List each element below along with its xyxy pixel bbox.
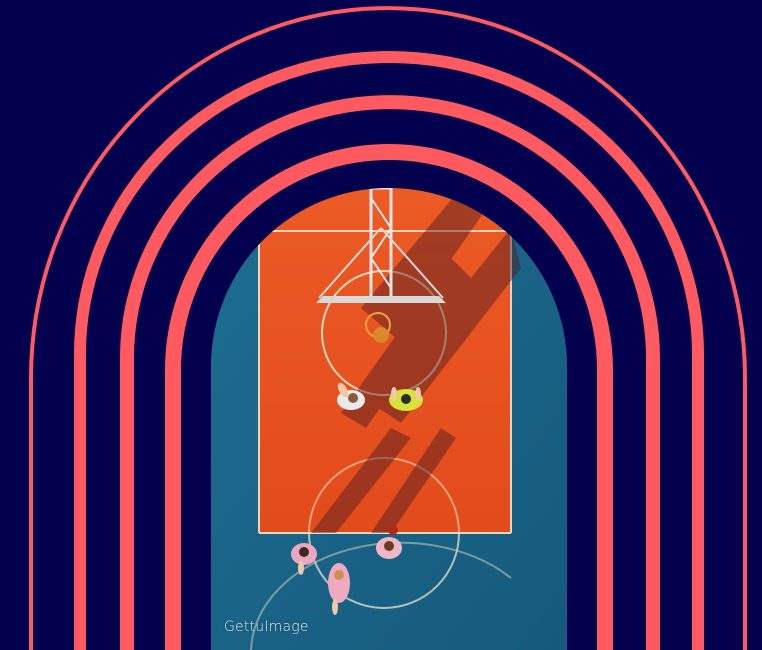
basketball-court-photo: [211, 188, 567, 650]
basketball-hoop: [316, 188, 446, 343]
court-orange-area: [259, 188, 511, 533]
arch-ring-3: [120, 95, 660, 650]
players: [291, 382, 423, 615]
arch-ring-1: [29, 6, 747, 650]
arch-ring-2: [74, 51, 704, 650]
arch-ring-4: [165, 144, 613, 650]
photo-credit-caption: GettuImage: [224, 619, 309, 635]
free-throw-circle: [321, 270, 447, 396]
